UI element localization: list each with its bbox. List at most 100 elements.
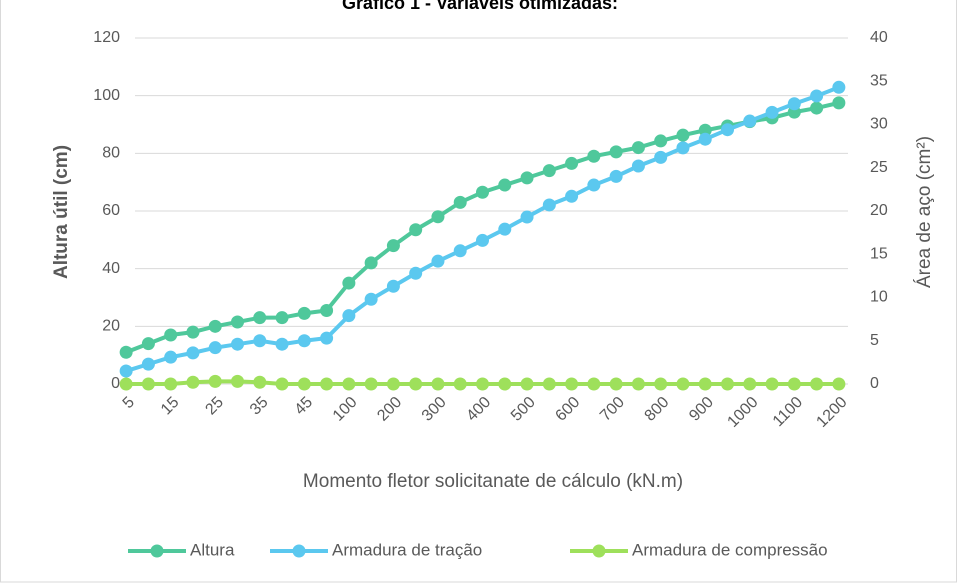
data-point	[119, 364, 133, 378]
legend-swatch-marker	[292, 544, 306, 558]
data-point	[810, 89, 824, 103]
x-tick-label: 600	[552, 394, 583, 425]
data-point	[275, 377, 289, 391]
data-point	[498, 178, 512, 192]
data-point	[609, 145, 623, 159]
data-point	[476, 233, 489, 247]
data-point	[320, 377, 334, 391]
data-point	[698, 132, 712, 146]
legend-label: Armadura de compressão	[632, 540, 828, 559]
data-point	[810, 101, 824, 115]
data-point	[721, 123, 734, 137]
data-point	[810, 377, 824, 391]
x-tick-label: 35	[247, 394, 272, 419]
data-point	[164, 377, 178, 391]
data-point	[364, 377, 378, 391]
data-point	[231, 374, 244, 388]
legend-label: Altura	[190, 540, 235, 559]
y2-tick-label: 35	[870, 72, 888, 89]
data-point	[743, 114, 757, 128]
data-point	[231, 315, 244, 329]
data-point	[253, 334, 267, 348]
y-tick-label: 40	[102, 260, 120, 277]
data-point	[119, 345, 133, 359]
x-tick-label: 15	[158, 394, 183, 419]
data-point	[453, 377, 467, 391]
data-point	[342, 276, 356, 290]
x-tick-label: 700	[597, 394, 628, 425]
data-point	[342, 377, 356, 391]
data-point	[520, 210, 534, 224]
data-point	[476, 185, 489, 199]
y-axis-title: Altura útil (cm)	[51, 145, 72, 279]
data-point	[542, 377, 556, 391]
y2-tick-label: 5	[870, 332, 879, 349]
x-tick-label: 1100	[770, 394, 806, 430]
data-point	[676, 141, 690, 155]
y-tick-label: 120	[93, 29, 120, 46]
data-point	[141, 377, 155, 391]
y-tick-label: 80	[102, 145, 120, 162]
data-point	[631, 159, 645, 173]
x-tick-label: 500	[508, 394, 539, 425]
data-point	[231, 337, 244, 351]
x-tick-label: 5	[120, 394, 138, 412]
legend-swatch-marker	[592, 544, 606, 558]
data-point	[631, 377, 645, 391]
data-point	[208, 319, 222, 333]
data-point	[721, 377, 734, 391]
x-axis-title: Momento fletor solicitanate de cálculo (…	[303, 471, 683, 492]
data-point	[520, 377, 534, 391]
legend-label: Armadura de tração	[332, 540, 482, 559]
y2-tick-label: 25	[870, 159, 888, 176]
data-point	[698, 123, 712, 137]
data-point	[409, 377, 423, 391]
data-point	[787, 377, 801, 391]
data-point	[520, 171, 534, 185]
data-point	[631, 141, 645, 155]
data-point	[320, 331, 334, 345]
data-point	[431, 254, 445, 268]
series-line	[125, 100, 840, 355]
y-tick-label: 20	[102, 318, 120, 335]
data-point	[587, 149, 601, 163]
data-point	[141, 357, 155, 371]
data-point	[364, 292, 378, 306]
data-point	[676, 128, 690, 142]
data-point	[832, 80, 846, 94]
legend-swatch-marker	[150, 544, 164, 558]
data-point	[765, 105, 779, 119]
data-point	[275, 311, 289, 325]
data-point	[498, 377, 512, 391]
data-point	[587, 377, 601, 391]
data-point	[498, 222, 512, 236]
data-point	[609, 377, 623, 391]
data-point	[164, 328, 178, 342]
y-tick-label: 60	[102, 202, 120, 219]
data-point	[364, 256, 378, 270]
data-point	[253, 311, 267, 325]
data-point	[297, 306, 311, 320]
data-point	[654, 150, 668, 164]
data-point	[297, 334, 311, 348]
data-point	[453, 244, 467, 258]
data-point	[453, 195, 467, 209]
data-point	[698, 377, 712, 391]
data-point	[409, 266, 423, 280]
x-tick-label: 300	[419, 394, 450, 425]
data-point	[565, 377, 579, 391]
y-tick-label: 100	[93, 87, 120, 104]
x-tick-label: 45	[292, 394, 317, 419]
y2-tick-label: 30	[870, 116, 888, 133]
data-point	[386, 279, 400, 293]
y2-axis-title: Área de aço (cm²)	[914, 136, 935, 288]
data-point	[787, 97, 801, 111]
data-point	[275, 337, 289, 351]
data-point	[542, 164, 556, 178]
y2-tick-label: 0	[870, 375, 879, 392]
data-point	[542, 198, 556, 212]
x-tick-label: 1000	[724, 394, 761, 431]
data-point	[253, 375, 267, 389]
